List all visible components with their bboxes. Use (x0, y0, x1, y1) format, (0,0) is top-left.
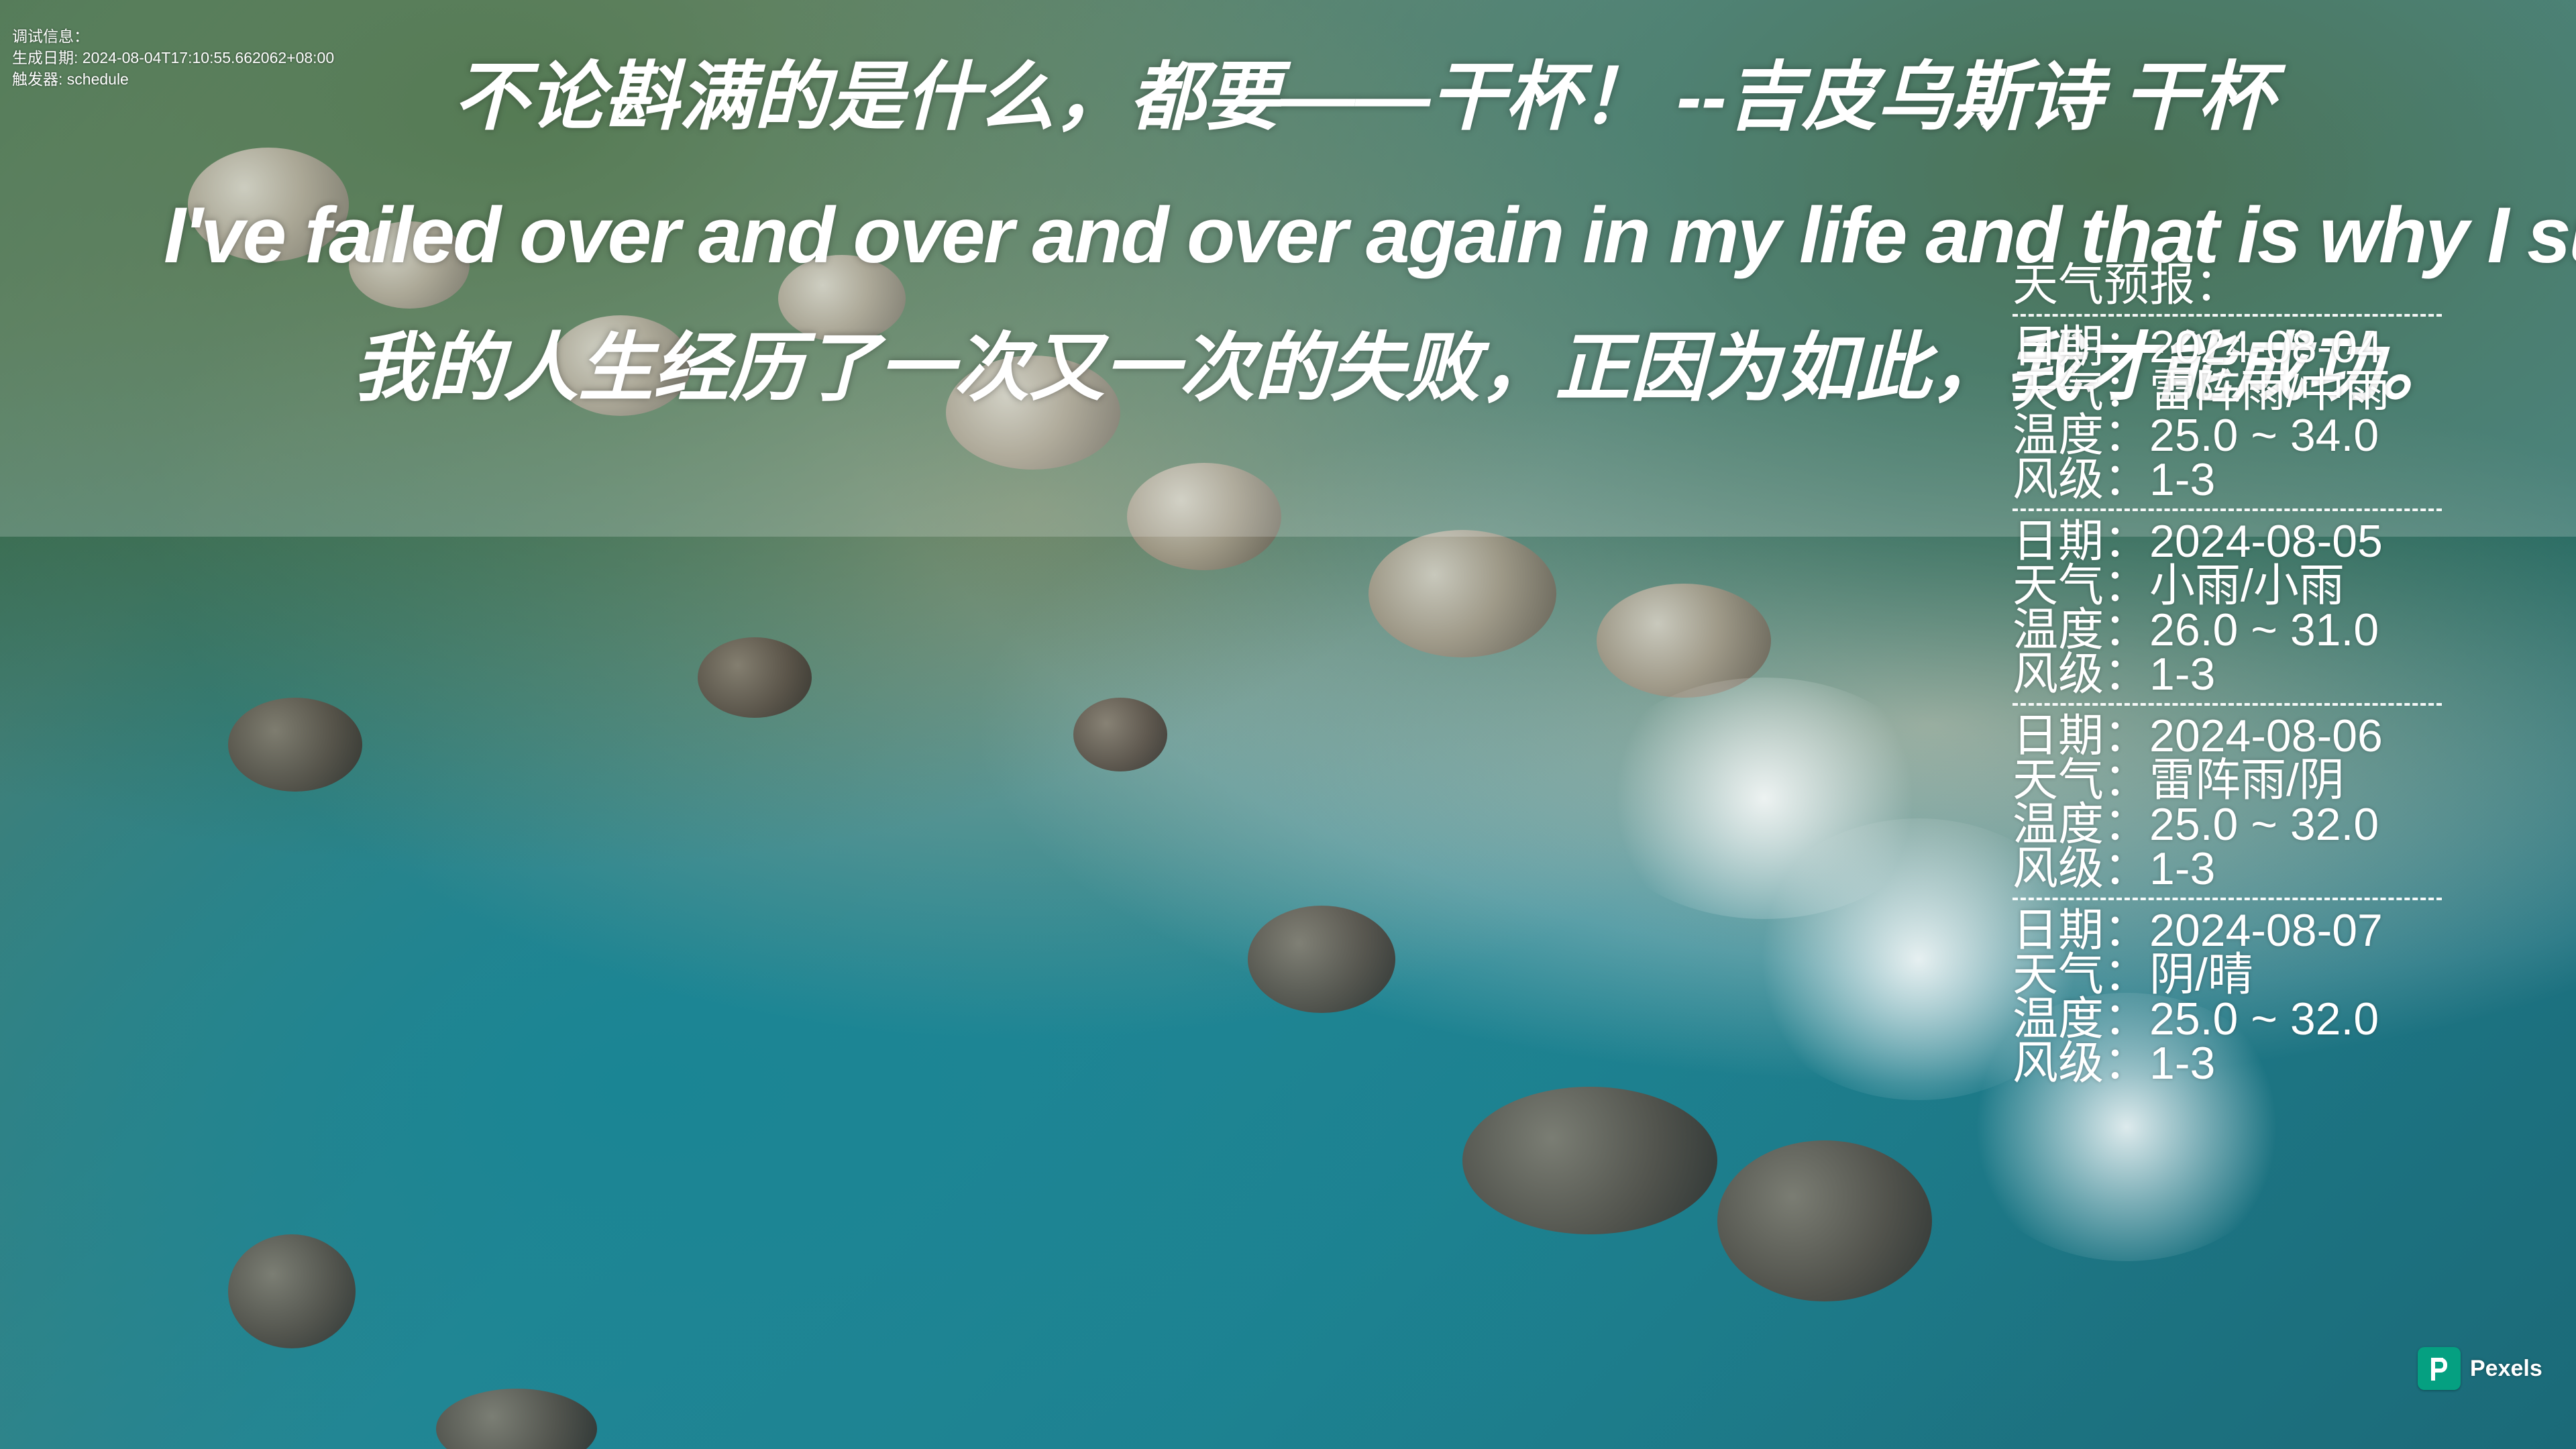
forecast-date-label: 日期： (2012, 710, 2150, 761)
debug-generated-row: 生成日期: 2024-08-04T17:10:55.662062+08:00 (12, 47, 334, 68)
forecast-weather-value: 小雨/小雨 (2149, 560, 2345, 611)
debug-info-panel: 调试信息： 生成日期: 2024-08-04T17:10:55.662062+0… (12, 25, 334, 90)
background-rock (1127, 463, 1281, 570)
background-rock (1717, 1140, 1932, 1301)
forecast-wind-label: 风级： (2012, 1038, 2150, 1089)
background-rock (698, 637, 812, 718)
background-rock (1073, 698, 1167, 771)
forecast-date-row: 日期：2024-08-05 (2012, 519, 2442, 564)
forecast-temp-row: 温度：25.0 ~ 34.0 (2012, 413, 2442, 458)
wave-foam (1959, 993, 2294, 1261)
forecast-temp-label: 温度： (2012, 994, 2150, 1044)
forecast-weather-row: 天气：阴/晴 (2012, 952, 2442, 998)
forecast-temp-label: 温度： (2012, 799, 2150, 850)
background-rock (436, 1389, 597, 1449)
forecast-weather-value: 阴/晴 (2149, 949, 2253, 1000)
forecast-weather-row: 天气：雷阵雨/阴 (2012, 757, 2442, 803)
forecast-day-3: 日期：2024-08-06 天气：雷阵雨/阴 温度：25.0 ~ 32.0 风级… (2012, 713, 2442, 892)
forecast-day-1: 日期：2024-08-04 天气：雷阵雨/中雨 温度：25.0 ~ 34.0 风… (2012, 324, 2442, 502)
forecast-weather-value: 雷阵雨/中雨 (2149, 366, 2390, 417)
background-rock (228, 1234, 356, 1348)
debug-trigger-row: 触发器: schedule (12, 68, 334, 90)
forecast-date-row: 日期：2024-08-04 (2012, 324, 2442, 370)
forecast-date-row: 日期：2024-08-07 (2012, 908, 2442, 953)
forecast-temp-label: 温度： (2012, 410, 2150, 461)
forecast-weather-row: 天气：雷阵雨/中雨 (2012, 368, 2442, 414)
forecast-wind-value: 1-3 (2149, 843, 2216, 894)
forecast-wind-label: 风级： (2012, 649, 2150, 700)
forecast-temp-row: 温度：25.0 ~ 32.0 (2012, 802, 2442, 847)
forecast-temp-value: 25.0 ~ 34.0 (2149, 410, 2379, 461)
background-rock (188, 148, 349, 262)
forecast-date-label: 日期： (2012, 516, 2150, 567)
forecast-wind-value: 1-3 (2149, 649, 2216, 700)
forecast-date-value: 2024-08-07 (2149, 905, 2383, 956)
debug-generated-label: 生成日期: (12, 49, 78, 66)
forecast-weather-value: 雷阵雨/阴 (2149, 755, 2345, 806)
forecast-wind-value: 1-3 (2149, 1038, 2216, 1089)
forecast-date-row: 日期：2024-08-06 (2012, 713, 2442, 759)
forecast-temp-value: 25.0 ~ 32.0 (2149, 799, 2379, 850)
weather-divider (2012, 898, 2442, 900)
forecast-date-value: 2024-08-05 (2149, 516, 2383, 567)
weather-divider (2012, 314, 2442, 317)
debug-trigger-value: schedule (66, 70, 129, 88)
quote-english-line: I've failed over and over and over again… (164, 191, 2576, 280)
forecast-date-value: 2024-08-04 (2149, 321, 2383, 372)
forecast-temp-value: 25.0 ~ 32.0 (2149, 994, 2379, 1044)
forecast-date-label: 日期： (2012, 905, 2150, 956)
forecast-wind-label: 风级： (2012, 843, 2150, 894)
forecast-wind-row: 风级：1-3 (2012, 1040, 2442, 1086)
forecast-day-4: 日期：2024-08-07 天气：阴/晴 温度：25.0 ~ 32.0 风级：1… (2012, 908, 2442, 1086)
forecast-wind-row: 风级：1-3 (2012, 651, 2442, 697)
forecast-wind-row: 风级：1-3 (2012, 457, 2442, 502)
background-rock (946, 356, 1120, 470)
pexels-watermark: Pexels (2418, 1347, 2542, 1390)
weather-title: 天气预报： (2012, 260, 2241, 311)
forecast-wind-label: 风级： (2012, 454, 2150, 505)
forecast-weather-label: 天气： (2012, 560, 2150, 611)
forecast-date-label: 日期： (2012, 321, 2150, 372)
background-rock (778, 255, 906, 342)
forecast-weather-label: 天气： (2012, 949, 2150, 1000)
forecast-wind-value: 1-3 (2149, 454, 2216, 505)
top-translucent-overlay (0, 0, 2576, 537)
background-rock (349, 221, 470, 309)
forecast-wind-row: 风级：1-3 (2012, 846, 2442, 892)
pexels-brand-text: Pexels (2470, 1355, 2542, 1381)
forecast-temp-value: 26.0 ~ 31.0 (2149, 604, 2379, 655)
weather-divider (2012, 703, 2442, 706)
debug-generated-value: 2024-08-04T17:10:55.662062+08:00 (82, 49, 335, 66)
quote-chinese-line-2: 我的人生经历了一次又一次的失败，正因为如此，我才能成功。 (353, 326, 2457, 410)
background-rock (1462, 1087, 1717, 1234)
background-rock (1248, 906, 1395, 1013)
forecast-temp-label: 温度： (2012, 604, 2150, 655)
background-rock (1368, 530, 1556, 657)
forecast-day-2: 日期：2024-08-05 天气：小雨/小雨 温度：26.0 ~ 31.0 风级… (2012, 519, 2442, 697)
forecast-weather-row: 天气：小雨/小雨 (2012, 563, 2442, 608)
forecast-weather-label: 天气： (2012, 755, 2150, 806)
forecast-temp-row: 温度：26.0 ~ 31.0 (2012, 607, 2442, 653)
forecast-date-value: 2024-08-06 (2149, 710, 2383, 761)
debug-trigger-label: 触发器: (12, 70, 63, 88)
forecast-weather-label: 天气： (2012, 366, 2150, 417)
quote-chinese-line-1: 不论斟满的是什么，都要——干杯！ --吉皮乌斯诗 干杯 (453, 55, 2273, 139)
forecast-temp-row: 温度：25.0 ~ 32.0 (2012, 994, 2442, 1044)
pexels-logo-icon (2418, 1347, 2461, 1390)
weather-divider (2012, 508, 2442, 511)
background-rock (228, 698, 362, 792)
debug-title: 调试信息： (12, 28, 89, 45)
weather-forecast-panel: 天气预报： 日期：2024-08-04 天气：雷阵雨/中雨 温度：25.0 ~ … (2012, 260, 2442, 1086)
background-rock (550, 315, 691, 416)
